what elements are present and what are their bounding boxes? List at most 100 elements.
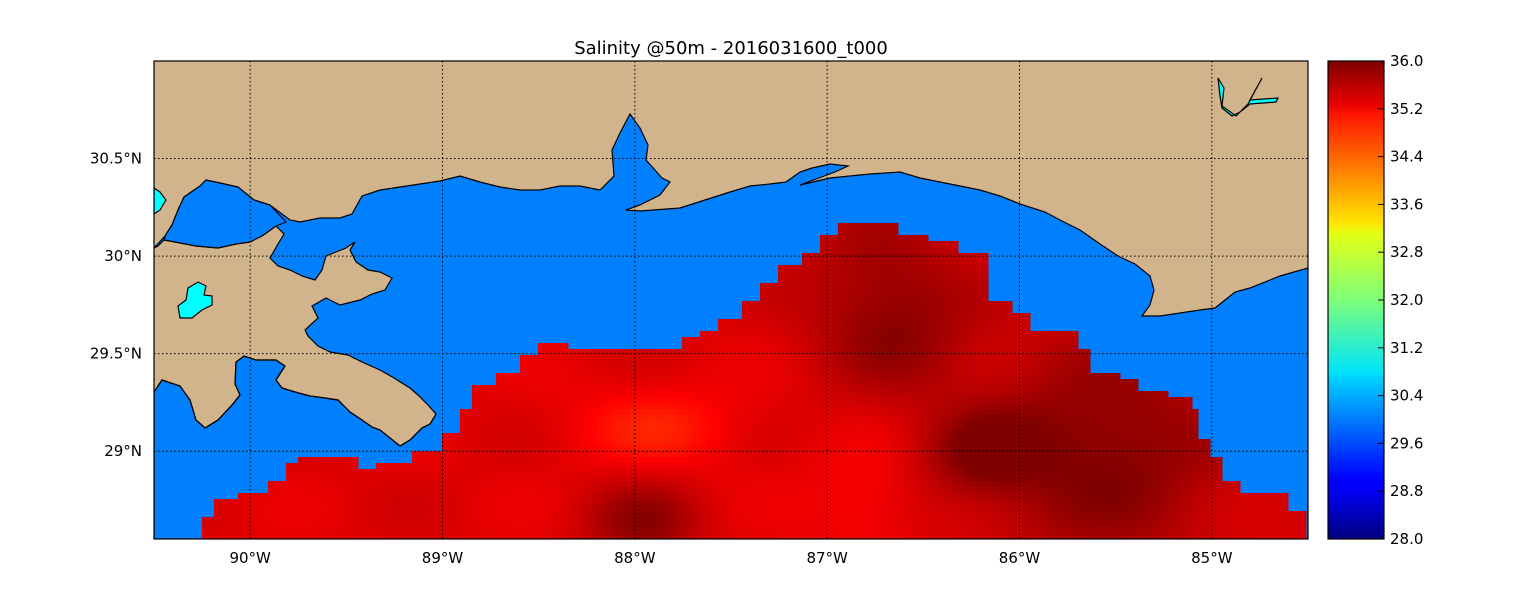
- salinity-cell: [604, 499, 611, 506]
- salinity-cell: [898, 361, 905, 368]
- salinity-cell: [1012, 331, 1019, 338]
- salinity-cell: [928, 301, 935, 308]
- salinity-cell: [718, 445, 725, 452]
- salinity-cell: [910, 499, 917, 506]
- salinity-cell: [580, 463, 587, 470]
- salinity-cell: [496, 535, 503, 539]
- salinity-cell: [892, 433, 899, 440]
- salinity-cell: [688, 379, 695, 386]
- salinity-cell: [460, 445, 467, 452]
- salinity-cell: [694, 535, 701, 539]
- salinity-cell: [1024, 517, 1031, 524]
- salinity-cell: [976, 421, 983, 428]
- salinity-cell: [826, 421, 833, 428]
- salinity-cell: [862, 493, 869, 500]
- salinity-cell: [988, 505, 995, 512]
- salinity-cell: [268, 487, 275, 494]
- salinity-cell: [1132, 517, 1139, 524]
- salinity-cell: [370, 511, 377, 518]
- salinity-cell: [922, 367, 929, 374]
- salinity-cell: [772, 289, 779, 296]
- salinity-cell: [664, 427, 671, 434]
- salinity-cell: [550, 409, 557, 416]
- salinity-cell: [622, 499, 629, 506]
- salinity-cell: [262, 529, 269, 536]
- salinity-cell: [1042, 505, 1049, 512]
- salinity-cell: [286, 511, 293, 518]
- salinity-cell: [748, 379, 755, 386]
- salinity-cell: [868, 403, 875, 410]
- salinity-cell: [982, 283, 989, 290]
- salinity-cell: [874, 517, 881, 524]
- salinity-cell: [658, 511, 665, 518]
- salinity-cell: [718, 427, 725, 434]
- salinity-cell: [580, 403, 587, 410]
- salinity-cell: [562, 505, 569, 512]
- salinity-cell: [982, 337, 989, 344]
- salinity-cell: [628, 451, 635, 458]
- salinity-cell: [718, 349, 725, 356]
- salinity-cell: [976, 265, 983, 272]
- salinity-cell: [1096, 409, 1103, 416]
- salinity-cell: [730, 475, 737, 482]
- salinity-cell: [826, 289, 833, 296]
- salinity-cell: [382, 475, 389, 482]
- salinity-cell: [1042, 433, 1049, 440]
- salinity-cell: [1000, 475, 1007, 482]
- salinity-cell: [544, 433, 551, 440]
- salinity-cell: [628, 367, 635, 374]
- salinity-cell: [1018, 325, 1025, 332]
- salinity-cell: [760, 379, 767, 386]
- salinity-cell: [544, 505, 551, 512]
- salinity-cell: [1156, 421, 1163, 428]
- salinity-cell: [976, 439, 983, 446]
- salinity-cell: [994, 343, 1001, 350]
- salinity-cell: [208, 523, 215, 530]
- salinity-cell: [478, 433, 485, 440]
- salinity-cell: [742, 397, 749, 404]
- salinity-cell: [622, 391, 629, 398]
- salinity-cell: [844, 379, 851, 386]
- salinity-cell: [928, 259, 935, 266]
- salinity-cell: [460, 499, 467, 506]
- salinity-cell: [1120, 475, 1127, 482]
- salinity-cell: [484, 433, 491, 440]
- salinity-cell: [922, 451, 929, 458]
- salinity-cell: [604, 355, 611, 362]
- salinity-cell: [1132, 379, 1139, 386]
- salinity-cell: [886, 475, 893, 482]
- salinity-cell: [670, 487, 677, 494]
- salinity-cell: [622, 523, 629, 530]
- salinity-cell: [796, 265, 803, 272]
- salinity-cell: [748, 463, 755, 470]
- salinity-cell: [478, 391, 485, 398]
- salinity-cell: [316, 469, 323, 476]
- salinity-cell: [856, 409, 863, 416]
- salinity-cell: [592, 379, 599, 386]
- salinity-cell: [1030, 511, 1037, 518]
- salinity-cell: [1012, 349, 1019, 356]
- salinity-cell: [892, 499, 899, 506]
- salinity-cell: [772, 373, 779, 380]
- salinity-cell: [916, 475, 923, 482]
- salinity-cell: [988, 481, 995, 488]
- salinity-cell: [868, 349, 875, 356]
- salinity-cell: [748, 475, 755, 482]
- salinity-cell: [1018, 535, 1025, 539]
- salinity-cell: [772, 361, 779, 368]
- salinity-cell: [634, 499, 641, 506]
- salinity-cell: [1114, 451, 1121, 458]
- salinity-cell: [1048, 385, 1055, 392]
- salinity-cell: [490, 463, 497, 470]
- salinity-cell: [874, 325, 881, 332]
- salinity-cell: [742, 373, 749, 380]
- salinity-cell: [1108, 481, 1115, 488]
- salinity-cell: [544, 349, 551, 356]
- salinity-cell: [862, 463, 869, 470]
- salinity-cell: [484, 439, 491, 446]
- salinity-cell: [802, 451, 809, 458]
- salinity-cell: [316, 487, 323, 494]
- salinity-cell: [310, 499, 317, 506]
- salinity-cell: [1012, 439, 1019, 446]
- salinity-cell: [484, 451, 491, 458]
